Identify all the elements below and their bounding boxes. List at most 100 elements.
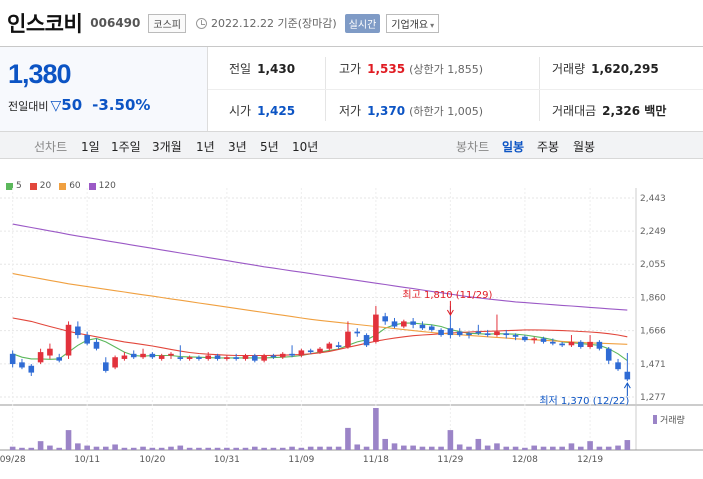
stock-header: 인스코비 006490 코스피 2022.12.22 기준(장마감) 실시간 기… xyxy=(0,0,703,46)
period-3m-tab[interactable]: 3개월 xyxy=(152,140,182,154)
period-1y-tab[interactable]: 1년 xyxy=(196,140,215,154)
candle-body xyxy=(65,324,72,356)
candle-body xyxy=(512,335,519,337)
candle-body xyxy=(168,353,174,356)
candlestick-chart[interactable]: 2,443 2,249 2,055 1,860 1,666 1,471 1,277 09/28… xyxy=(0,173,703,479)
volume-bar xyxy=(596,446,603,450)
volume-bar xyxy=(168,446,174,450)
candle-body xyxy=(84,335,90,344)
ma120-line xyxy=(12,223,628,311)
volume-bar xyxy=(65,430,72,450)
volume-bar xyxy=(410,445,416,450)
legend-label-60: 60 xyxy=(69,181,81,191)
period-10y-tab[interactable]: 10년 xyxy=(292,140,319,154)
candle-body xyxy=(233,357,239,359)
candle-body xyxy=(93,341,100,349)
candle-monthly-tab[interactable]: 월봉 xyxy=(573,140,596,154)
candle-chart-label: 봉차트 xyxy=(456,140,490,154)
period-1d-tab[interactable]: 1일 xyxy=(81,140,100,154)
volume-bar xyxy=(335,446,342,450)
ma60-line xyxy=(12,273,628,345)
volume-bar xyxy=(93,446,100,450)
company-info-dropdown[interactable]: 기업개요 ▾ xyxy=(386,13,440,33)
open-value: 1,425 xyxy=(257,104,296,118)
high-value: 1,535 xyxy=(367,62,406,76)
volume-bar xyxy=(307,446,314,450)
y-tick-label: 1,277 xyxy=(640,393,666,403)
candle-body xyxy=(354,331,361,334)
candle-body xyxy=(130,353,137,358)
candle-body xyxy=(37,352,44,363)
stock-code: 006490 xyxy=(90,16,141,30)
candle-body xyxy=(438,329,444,336)
candle-weekly-tab[interactable]: 주봉 xyxy=(537,140,560,154)
candle-body xyxy=(140,353,146,358)
candle-body xyxy=(456,331,463,336)
amount-label: 거래대금 xyxy=(552,104,597,118)
change-value: 50 xyxy=(61,96,83,114)
volume-bar xyxy=(428,446,435,450)
candle-body xyxy=(522,336,528,341)
period-3y-tab[interactable]: 3년 xyxy=(228,140,247,154)
y-tick-label: 2,443 xyxy=(640,194,666,204)
volume-bar xyxy=(47,445,53,450)
legend-swatch xyxy=(29,182,37,190)
legend-label-120: 120 xyxy=(98,181,116,191)
prev-close-value: 1,430 xyxy=(257,62,296,76)
candle-body xyxy=(410,321,416,325)
price-summary: 1,380 전일대비 ▽ 50 -3.50% 전일 1,430 시가 1,425… xyxy=(0,46,703,131)
realtime-button[interactable]: 실시간 xyxy=(344,13,381,33)
candle-body xyxy=(363,335,370,346)
legend-label-5: 5 xyxy=(16,181,22,191)
low-arrow-head xyxy=(623,382,631,389)
open-label: 시가 xyxy=(229,104,252,118)
upper-limit: (상한가 1,855) xyxy=(409,63,483,76)
legend-ma5: 5 xyxy=(6,181,22,191)
volume-bar xyxy=(447,430,454,450)
period-1w-tab[interactable]: 1주일 xyxy=(111,140,141,154)
volume-bar xyxy=(568,443,575,450)
candle-body xyxy=(540,338,547,342)
candle-body xyxy=(605,348,612,361)
y-tick-label: 1,471 xyxy=(640,360,666,370)
volume-bar xyxy=(177,445,184,450)
volume-legend-label: 거래량 xyxy=(660,416,685,426)
volume-bar xyxy=(214,447,221,450)
volume-bar xyxy=(102,446,109,450)
period-5y-tab[interactable]: 5년 xyxy=(260,140,279,154)
change-label: 전일대비 xyxy=(8,100,49,113)
volume-bar xyxy=(9,446,16,450)
candle-body xyxy=(373,314,379,342)
candle-body xyxy=(19,362,25,368)
y-tick-label: 1,860 xyxy=(640,294,666,304)
x-tick-label: 10/20 xyxy=(139,455,165,465)
current-price-panel: 1,380 전일대비 ▽ 50 -3.50% xyxy=(0,47,208,131)
amount-value: 2,326 백만 xyxy=(602,104,667,118)
volume-bar xyxy=(224,447,230,450)
stock-name: 인스코비 xyxy=(7,12,83,36)
legend-ma120: 120 xyxy=(88,181,116,191)
volume-bar xyxy=(28,447,35,450)
price-change: 전일대비 ▽ 50 -3.50% xyxy=(8,96,150,114)
volume-bar xyxy=(615,445,621,450)
ma-legend: 5 20 60 120 xyxy=(6,181,116,191)
candle-daily-tab[interactable]: 일봉 xyxy=(502,140,525,154)
volume-bar xyxy=(158,447,165,450)
candle-body xyxy=(47,348,53,356)
volume-bar xyxy=(373,408,379,450)
legend-swatch xyxy=(88,182,96,190)
candle-body xyxy=(196,357,202,359)
volume-bar xyxy=(37,441,44,450)
volume-label: 거래량 xyxy=(552,62,586,76)
candle-body xyxy=(28,365,35,373)
volume-bar xyxy=(345,427,351,450)
candle-body xyxy=(577,341,584,347)
y-tick-label: 1,666 xyxy=(640,327,666,337)
x-tick-label: 12/19 xyxy=(577,455,603,465)
candle-body xyxy=(270,355,277,358)
volume: 거래량 1,620,295 xyxy=(552,60,659,77)
candle-body xyxy=(224,357,230,359)
volume-bar xyxy=(130,447,137,450)
candle-body xyxy=(75,326,81,336)
volume-bar xyxy=(112,444,118,450)
